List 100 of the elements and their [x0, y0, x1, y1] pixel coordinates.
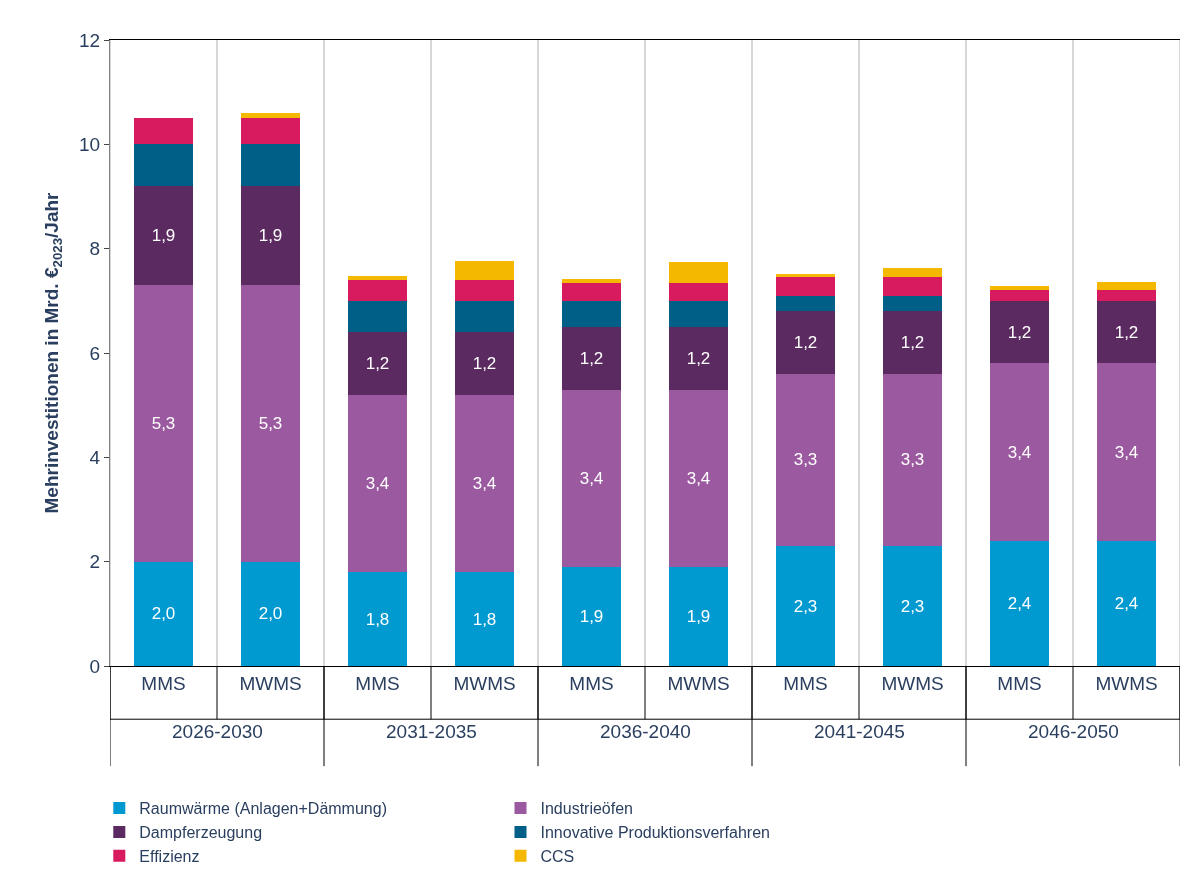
bar [241, 186, 300, 286]
bar [455, 279, 514, 301]
x-tick-label: MWMS [667, 672, 730, 694]
data-label: 3,4 [1007, 442, 1032, 462]
x-tick-label: MWMS [453, 672, 516, 694]
y-tick-label: 2 [89, 551, 101, 573]
bar [883, 295, 942, 312]
data-label: 1,2 [686, 348, 711, 368]
data-label: 1,2 [579, 348, 604, 368]
data-label: 1,2 [900, 333, 925, 353]
data-label: 1,2 [793, 333, 818, 353]
bar [669, 300, 728, 327]
y-tick-label: 0 [89, 655, 101, 677]
bar [134, 561, 193, 666]
data-label: 2,4 [1007, 593, 1032, 613]
bar [241, 285, 300, 562]
bar [776, 373, 835, 547]
data-label: 3,4 [365, 473, 390, 493]
x-tick-label: MMS [569, 672, 614, 694]
x-tick-label: MMS [783, 672, 828, 694]
bar [455, 394, 514, 573]
text: 2046-2050 [1028, 721, 1119, 742]
bar [776, 295, 835, 312]
y-tick-label: 12 [79, 29, 101, 51]
bar [348, 279, 407, 301]
x-tick-label: MWMS [881, 672, 944, 694]
bar [455, 300, 514, 333]
data-label: 3,4 [1114, 442, 1139, 462]
text: 2031-2035 [386, 721, 477, 742]
bar [134, 118, 193, 145]
bar [562, 389, 621, 567]
legend-label: Effizienz [139, 847, 200, 865]
bar [241, 118, 300, 145]
bar [883, 267, 942, 278]
bar [562, 300, 621, 327]
data-label: 1,2 [472, 353, 497, 373]
bar [348, 572, 407, 666]
bar [883, 277, 942, 296]
bar [134, 144, 193, 187]
text: 2041-2045 [814, 721, 905, 742]
bar [883, 311, 942, 374]
bar [883, 546, 942, 666]
data-label: 2,4 [1114, 593, 1139, 613]
data-label: 3,3 [793, 450, 818, 470]
data-label: 3,4 [579, 468, 604, 488]
bar [562, 326, 621, 390]
bar [1097, 281, 1156, 291]
legend-label: Innovative Produktionsverfahren [540, 824, 770, 842]
bar [669, 282, 728, 301]
data-label: 3,4 [686, 468, 711, 488]
x-tick-label: MMS [997, 672, 1042, 694]
bar [776, 546, 835, 666]
data-label: 3,3 [900, 450, 925, 470]
legend-label: Raumwärme (Anlagen+Dämmung) [139, 800, 387, 818]
bar [990, 290, 1049, 301]
x-tick-label: MMS [355, 672, 400, 694]
y-tick-label: 8 [89, 238, 101, 260]
bar [669, 389, 728, 567]
data-label: 5,3 [151, 413, 176, 433]
bar [241, 561, 300, 666]
bar [134, 285, 193, 562]
bar [883, 373, 942, 547]
legend-label: CCS [540, 847, 575, 865]
x-tick-label: MWMS [1095, 672, 1158, 694]
bar [669, 326, 728, 390]
y-tick-label: 4 [89, 446, 101, 468]
bar [669, 566, 728, 666]
bar [990, 540, 1049, 666]
bar [241, 113, 300, 119]
data-label: 1,8 [365, 609, 390, 629]
data-label: 3,4 [472, 473, 497, 493]
bar [348, 275, 407, 280]
bar [134, 186, 193, 286]
bar [1097, 300, 1156, 364]
bar [1097, 363, 1156, 541]
data-label: 2,0 [151, 604, 176, 624]
bar [1097, 540, 1156, 666]
data-label: 1,9 [579, 606, 604, 626]
data-label: 1,9 [686, 606, 711, 626]
bar [455, 261, 514, 280]
bar [669, 262, 728, 283]
bar [241, 144, 300, 187]
bar [776, 277, 835, 296]
bar [776, 311, 835, 374]
data-label: 1,9 [258, 226, 283, 246]
data-label: 5,3 [258, 413, 283, 433]
bar [348, 332, 407, 395]
data-label: 2,3 [793, 596, 818, 616]
data-label: 1,2 [1114, 322, 1139, 342]
y-tick-label: 6 [89, 342, 101, 364]
bar [348, 300, 407, 333]
text: 2036-2040 [600, 721, 691, 742]
data-label: 2,3 [900, 596, 925, 616]
data-label: 2,0 [258, 604, 283, 624]
bar [455, 332, 514, 395]
legend-label: Dampferzeugung [139, 824, 263, 842]
bar [1097, 290, 1156, 301]
x-tick-label: MWMS [239, 672, 302, 694]
x-tick-label: MMS [141, 672, 186, 694]
bar [990, 363, 1049, 541]
